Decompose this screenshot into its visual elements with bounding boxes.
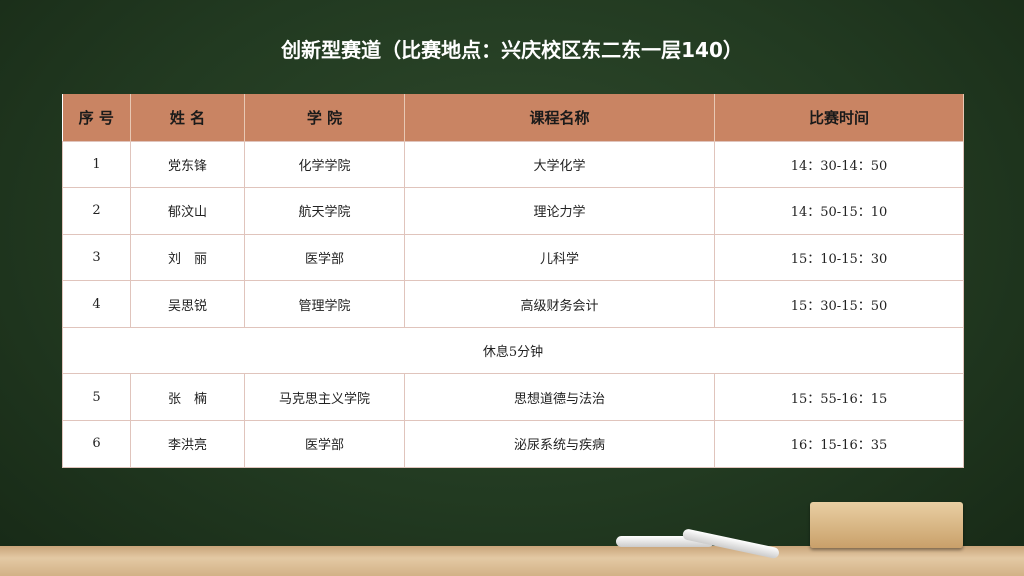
- table-row: 2 郁汶山 航天学院 理论力学 14：50-15：10: [62, 187, 964, 235]
- table-cell: 16：15-16：35: [714, 420, 964, 468]
- eraser-image: [810, 502, 963, 548]
- table-cell: 15：30-15：50: [714, 280, 964, 328]
- table-cell: 1: [62, 140, 131, 189]
- chalk-ledge: [0, 546, 1024, 576]
- break-text: 休息5分钟: [62, 326, 964, 375]
- table-cell: 马克思主义学院: [244, 373, 405, 422]
- table-cell: 化学学院: [244, 140, 405, 189]
- table-cell: 思想道德与法治: [404, 373, 715, 422]
- table-cell: 14：50-15：10: [714, 187, 964, 235]
- table-cell: 郁汶山: [130, 187, 245, 235]
- column-header: 序 号: [62, 94, 131, 141]
- table-cell: 儿科学: [404, 233, 715, 282]
- column-header: 课程名称: [404, 94, 715, 141]
- page-title: 创新型赛道（比赛地点：兴庆校区东二东一层140）: [281, 38, 743, 62]
- table-cell: 吴思锐: [130, 280, 245, 328]
- table-cell: 医学部: [244, 420, 405, 468]
- table-cell: 4: [62, 280, 131, 328]
- table-cell: 党东锋: [130, 140, 245, 189]
- table-header-row: 序 号姓 名学 院课程名称 比赛时间: [62, 94, 964, 141]
- table-cell: 航天学院: [244, 187, 405, 235]
- table-cell: 高级财务会计: [404, 280, 715, 328]
- table-cell: 管理学院: [244, 280, 405, 328]
- table-cell: 医学部: [244, 233, 405, 282]
- table-cell: 泌尿系统与疾病: [404, 420, 715, 468]
- table-row: 1 党东锋 化学学院 大学化学 14：30-14：50: [62, 140, 964, 189]
- table-cell: 2: [62, 187, 131, 235]
- column-header: 比赛时间: [714, 94, 964, 141]
- table-cell: 李洪亮: [130, 420, 245, 468]
- table-cell: 张 楠: [130, 373, 245, 422]
- table-cell: 理论力学: [404, 187, 715, 235]
- chalk-image: [616, 536, 714, 547]
- table-cell: 刘 丽: [130, 233, 245, 282]
- table-cell: 6: [62, 420, 131, 468]
- table-cell: 3: [62, 233, 131, 282]
- table-cell: 15：10-15：30: [714, 233, 964, 282]
- table-cell: 15：55-16：15: [714, 373, 964, 422]
- table-cell: 5: [62, 373, 131, 422]
- table-row: 6 李洪亮 医学部 泌尿系统与疾病 16：15-16：35: [62, 420, 964, 468]
- column-header: 学 院: [244, 94, 405, 141]
- table-cell: 14：30-14：50: [714, 140, 964, 189]
- break-row: 休息5分钟: [62, 326, 964, 375]
- schedule-table: 序 号姓 名学 院课程名称 比赛时间 1 党东锋 化学学院 大学化学 14：30-14：5…: [62, 94, 964, 468]
- table-cell: 大学化学: [404, 140, 715, 189]
- table-row: 4 吴思锐 管理学院 高级财务会计 15：30-15：50: [62, 280, 964, 328]
- column-header: 姓 名: [130, 94, 245, 141]
